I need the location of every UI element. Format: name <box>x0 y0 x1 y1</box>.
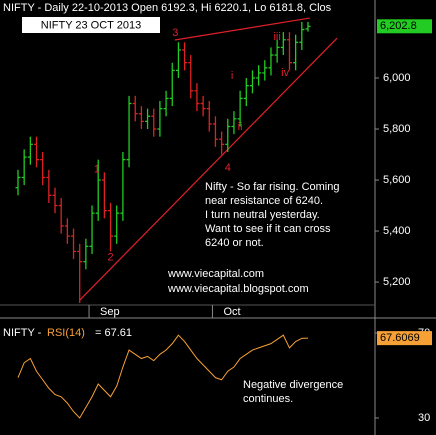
chart-title: NIFTY - Daily 22-10-2013 Open 6192.3, Hi… <box>3 2 332 14</box>
y-tick-label: 5,200 <box>383 276 411 288</box>
y-tick-label: 30 <box>418 412 430 424</box>
rsi-value: = 67.61 <box>95 327 132 339</box>
trendline <box>79 37 338 301</box>
tag-box <box>22 17 160 33</box>
x-tick-label: Sep <box>100 306 120 318</box>
x-tick-label: Oct <box>223 306 240 318</box>
trendline <box>174 17 310 41</box>
last-value-box <box>377 331 432 346</box>
rsi-note: Negative divergence <box>243 379 343 391</box>
wave-label: i <box>231 70 233 82</box>
y-tick-label: 5,800 <box>383 123 411 135</box>
link: www.viecapital.blogspot.com <box>167 283 309 295</box>
rsi-indicator: RSI(14) <box>47 327 85 339</box>
last-value: 67.6069 <box>380 332 420 344</box>
note: near resistance of 6240. <box>205 195 323 207</box>
wave-label: 1 <box>94 164 100 176</box>
rsi-title: NIFTY - <box>3 327 42 339</box>
rsi-line <box>17 334 309 419</box>
wave-label: 2 <box>107 252 113 264</box>
note: Want to see if it can cross <box>205 223 331 235</box>
wave-label: 4 <box>225 162 231 174</box>
link: www.viecapital.com <box>167 268 264 280</box>
wave-label: 3 <box>172 27 178 39</box>
note: Nifty - So far rising. Coming <box>205 181 339 193</box>
y-tick-label: 5,400 <box>383 225 411 237</box>
y-tick-label: 5,600 <box>383 174 411 186</box>
wave-label: iii <box>273 31 280 43</box>
note: I turn neutral yesterday. <box>205 209 320 221</box>
note: 6240 or not. <box>205 237 264 249</box>
last-value: 6,202.8 <box>380 20 417 32</box>
wave-label: iv <box>281 67 289 79</box>
y-tick-label: 6,000 <box>383 72 411 84</box>
last-value-box <box>377 19 432 34</box>
wave-label: ii <box>238 121 243 133</box>
rsi-note: continues. <box>243 393 293 405</box>
tag: NIFTY 23 OCT 2013 <box>41 19 141 31</box>
